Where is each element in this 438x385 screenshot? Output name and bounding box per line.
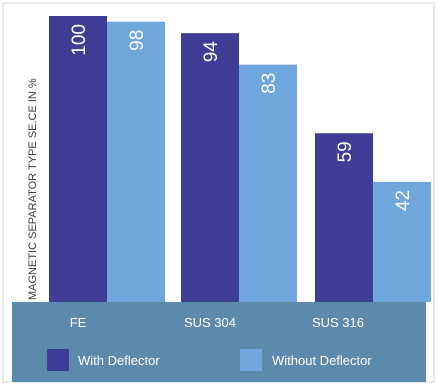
bars-group: 100 98 94 83 59 42 (49, 16, 431, 303)
bar-without-deflector-sus-316 (373, 181, 431, 302)
x-tick-labels: FE SUS 304 SUS 316 (70, 315, 364, 330)
bar-without-deflector-sus-304 (239, 64, 297, 303)
legend-label: With Deflector (78, 353, 160, 368)
legend-swatch (47, 349, 69, 371)
bar-without-deflector-fe (107, 21, 165, 302)
legend-swatch (240, 349, 262, 371)
legend: With Deflector Without Deflector (47, 349, 372, 371)
value-label: 98 (127, 30, 148, 51)
bar-with-deflector-sus-316 (315, 133, 373, 302)
x-tick-label: FE (70, 315, 87, 330)
value-label: 83 (259, 73, 280, 94)
legend-label: Without Deflector (272, 353, 372, 368)
value-label: 94 (201, 41, 222, 63)
bar-with-deflector-fe (49, 16, 107, 302)
value-label: 100 (69, 24, 90, 56)
axis-legend-band (12, 302, 426, 382)
x-tick-label: SUS 316 (312, 315, 364, 330)
value-label: 59 (335, 141, 356, 162)
value-label: 42 (393, 190, 414, 211)
y-axis-title: MAGNETIC SEPARATOR TYPE SE.CE IN % (27, 78, 39, 300)
bar-with-deflector-sus-304 (181, 33, 239, 302)
x-tick-label: SUS 304 (184, 315, 236, 330)
